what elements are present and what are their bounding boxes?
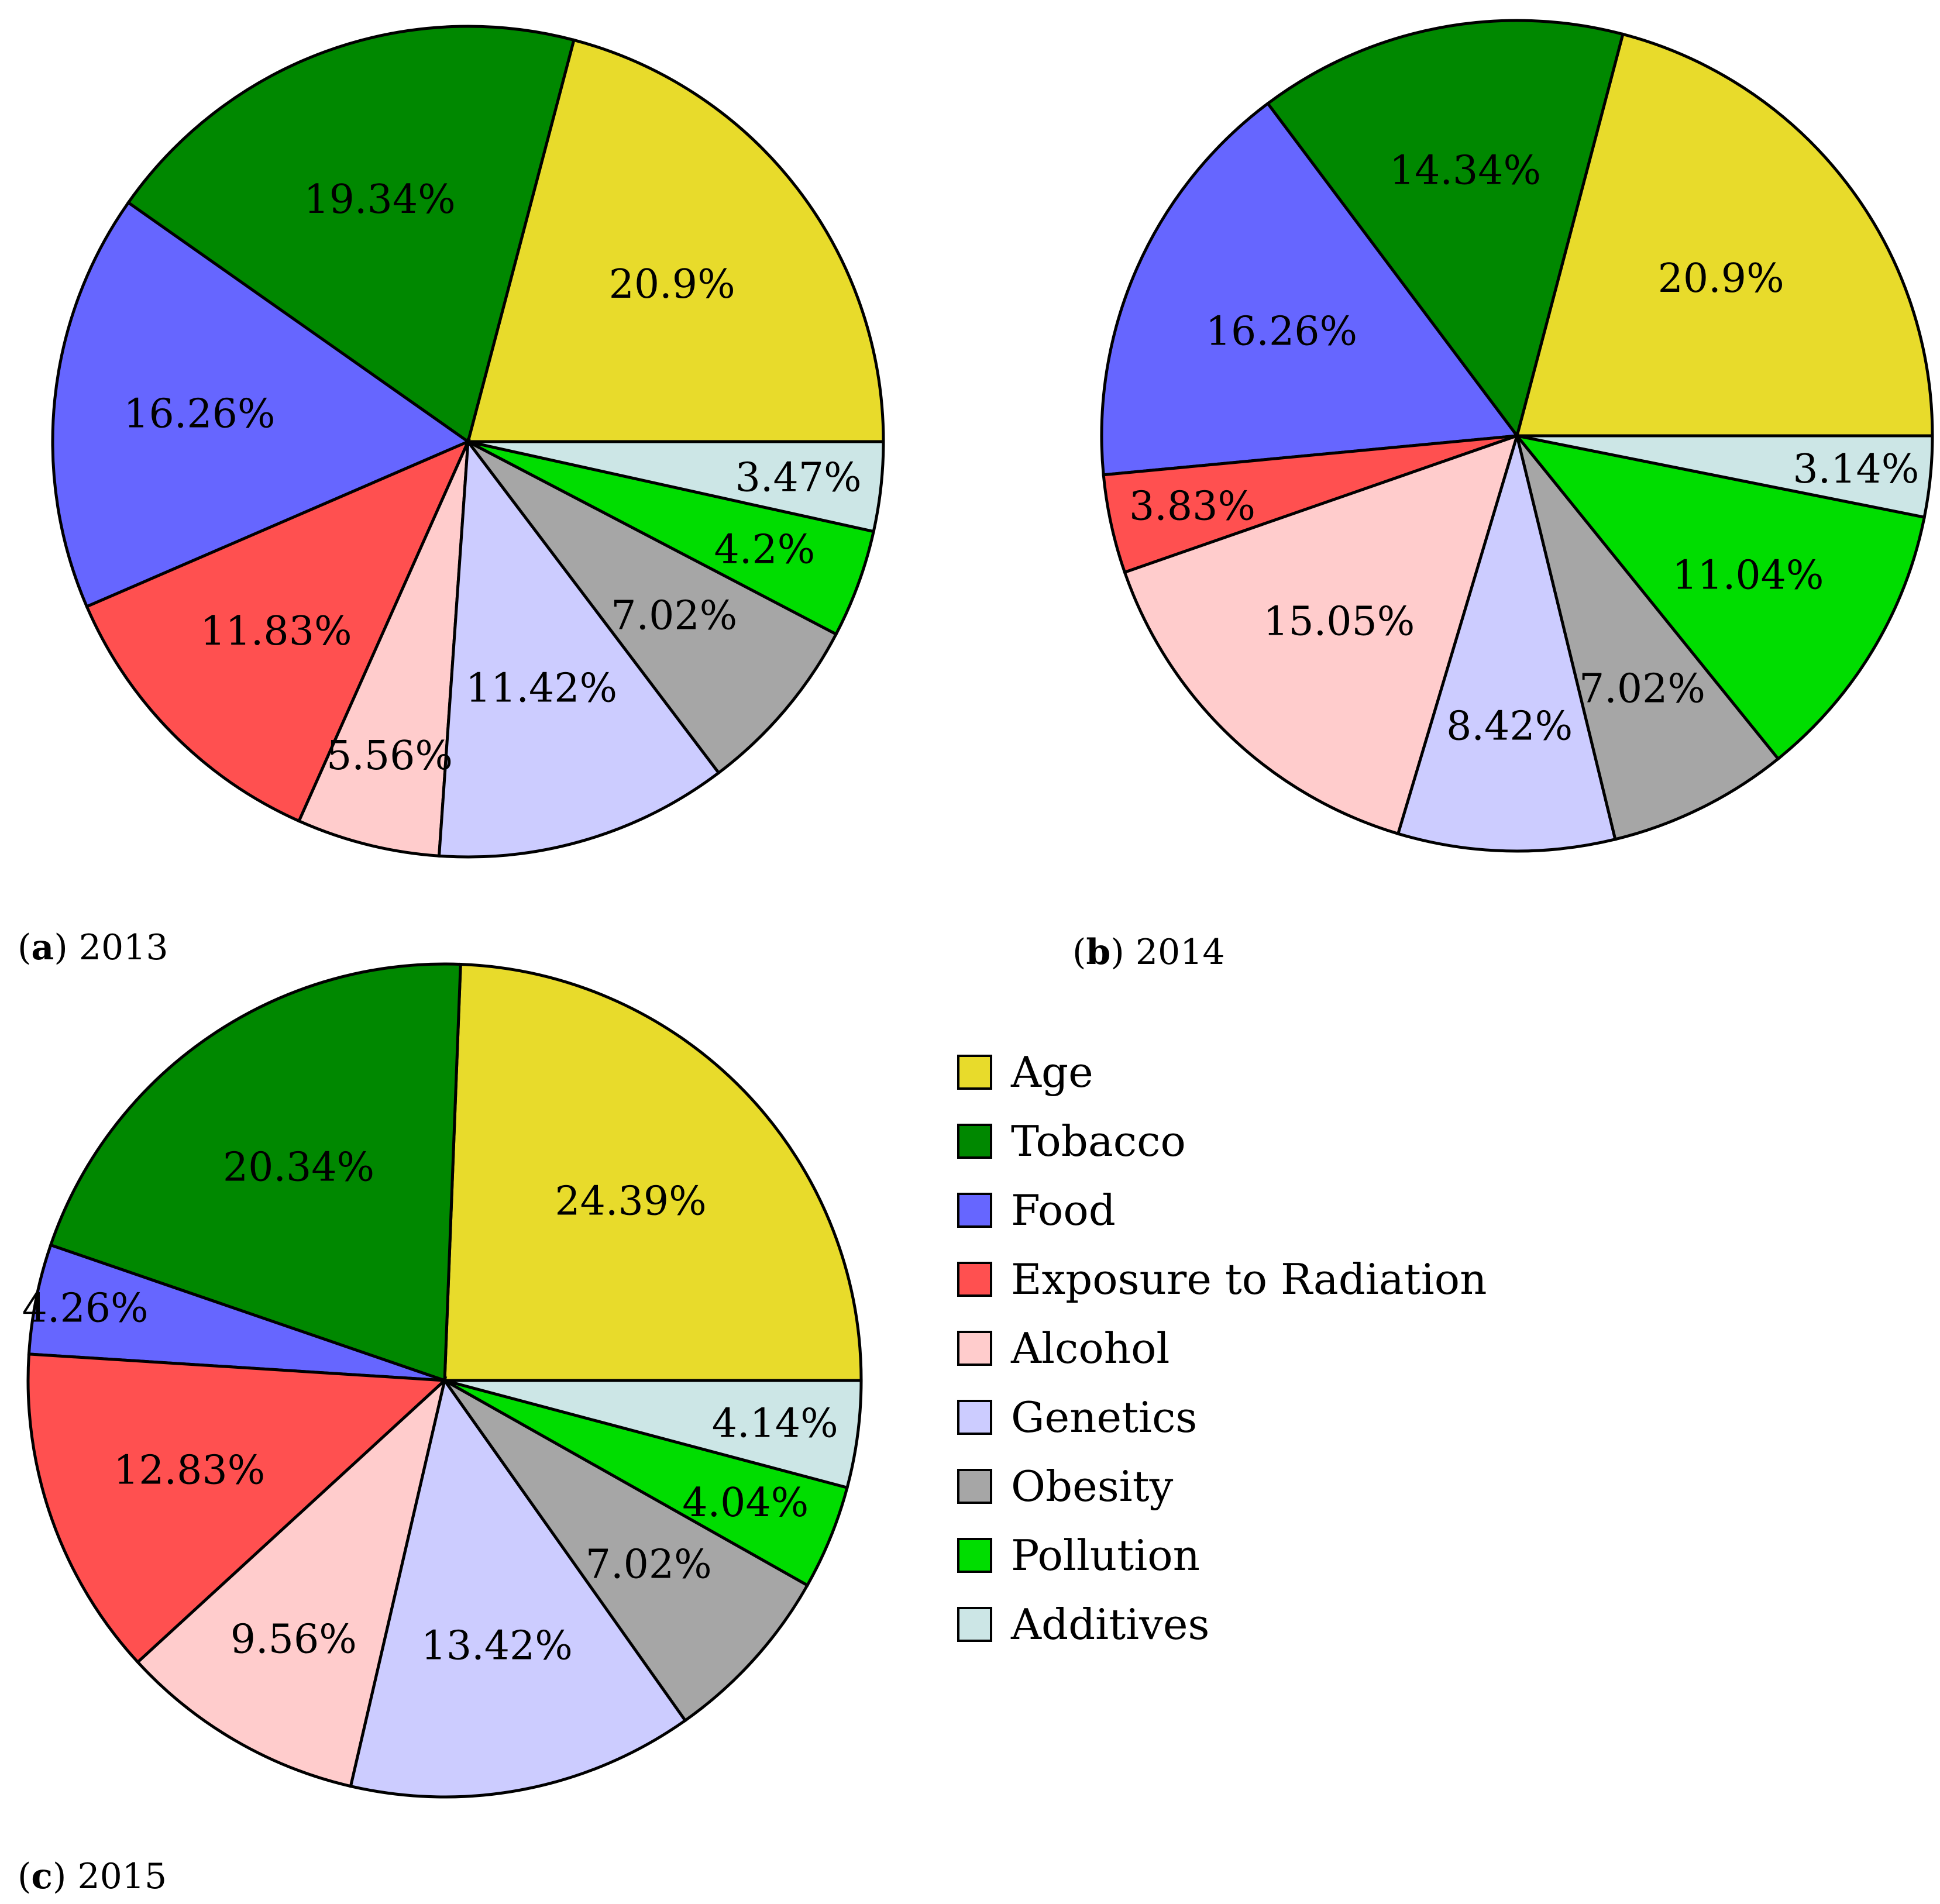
slice-2013-tobacco bbox=[126, 25, 576, 445]
slice-2013-age bbox=[466, 38, 885, 443]
legend-label-pollution: Pollution bbox=[1011, 1531, 1200, 1580]
slice-label-2014-tobacco: 14.34% bbox=[1389, 148, 1541, 194]
slice-label-2014-pollution: 11.04% bbox=[1672, 552, 1824, 598]
legend: Age Tobacco Food Exposure to Radiation Alcoh… bbox=[957, 1048, 1487, 1649]
slice-label-2015-obesity: 7.02% bbox=[586, 1541, 712, 1588]
slice-label-2014-age: 20.9% bbox=[1658, 256, 1784, 302]
slice-2014-food bbox=[1100, 101, 1520, 477]
slice-2014-alcohol bbox=[1123, 433, 1519, 836]
pie-chart-2014: 20.9% 14.34% 16.26% 3.83% 15.05% 8.42%7.02% 11… bbox=[1100, 19, 1934, 853]
slice-2014-genetics bbox=[1396, 430, 1617, 853]
caption-2015: (c) 2015 bbox=[18, 1856, 167, 1897]
slice-label-2015-food: 4.26% bbox=[22, 1286, 149, 1332]
slice-2013-exposure-to-radiation bbox=[85, 439, 471, 823]
legend-swatch-alcohol bbox=[957, 1331, 992, 1366]
legend-label-tobacco: Tobacco bbox=[1011, 1117, 1186, 1166]
slice-2015-exposure-to-radiation bbox=[26, 1352, 449, 1665]
slice-label-2013-tobacco: 19.34% bbox=[304, 177, 455, 223]
legend-label-alcohol: Alcohol bbox=[1010, 1324, 1169, 1373]
slice-label-2014-exposure-to-radiation: 3.83% bbox=[1129, 483, 1256, 529]
slice-2014-obesity bbox=[1515, 435, 1780, 841]
slice-2015-tobacco bbox=[49, 962, 462, 1383]
legend-label-food: Food bbox=[1011, 1186, 1116, 1235]
slice-label-2014-obesity: 7.02% bbox=[1579, 666, 1705, 712]
slice-label-2013-age: 20.9% bbox=[609, 261, 735, 308]
slice-label-2014-additives: 3.14% bbox=[1793, 446, 1919, 493]
caption-2014: (b) 2014 bbox=[1072, 932, 1225, 973]
slice-label-2015-tobacco: 20.34% bbox=[223, 1144, 374, 1190]
slice-2014-additives bbox=[1516, 434, 1934, 519]
legend-label-obesity: Obesity bbox=[1011, 1462, 1174, 1511]
slice-label-2013-food: 16.26% bbox=[123, 391, 275, 437]
legend-swatch-additives bbox=[957, 1607, 992, 1642]
slice-label-2013-alcohol: 5.56% bbox=[326, 733, 453, 779]
slice-2015-food bbox=[27, 1243, 445, 1382]
legend-label-additives: Additives bbox=[1010, 1600, 1209, 1649]
caption-2013: (a) 2013 bbox=[18, 927, 168, 968]
legend-swatch-obesity bbox=[957, 1469, 992, 1504]
pie-chart-2015: 24.39% 20.34% 4.26% 12.83% 9.56% 13.42% 7.02% 4… bbox=[22, 962, 863, 1799]
slice-label-2014-genetics: 8.42% bbox=[1446, 703, 1573, 749]
slice-label-2013-pollution: 4.2% bbox=[714, 527, 816, 573]
slice-label-2015-age: 24.39% bbox=[555, 1178, 706, 1224]
legend-label-genetics: Genetics bbox=[1011, 1393, 1197, 1442]
slice-2013-alcohol bbox=[297, 440, 470, 858]
slice-2015-obesity bbox=[443, 1379, 810, 1723]
slice-2014-tobacco bbox=[1265, 19, 1625, 439]
slice-2013-food bbox=[51, 200, 472, 609]
slice-2013-pollution bbox=[467, 440, 876, 636]
slice-label-2013-additives: 3.47% bbox=[735, 455, 862, 501]
slice-2014-pollution bbox=[1513, 433, 1927, 761]
slice-2015-age bbox=[443, 962, 863, 1382]
slice-2013-genetics bbox=[437, 438, 721, 859]
legend-swatch-age bbox=[957, 1055, 992, 1090]
slice-label-2014-alcohol: 15.05% bbox=[1263, 599, 1415, 645]
slice-2015-pollution bbox=[443, 1379, 849, 1588]
legend-label-age: Age bbox=[1010, 1048, 1093, 1097]
pie-chart-2013: 20.9% 19.34% 16.26% 11.83% 5.56% 11.42% 7.02% 4… bbox=[51, 25, 885, 859]
legend-swatch-food bbox=[957, 1193, 992, 1228]
slice-2013-obesity bbox=[467, 440, 838, 775]
slice-2014-age bbox=[1515, 32, 1934, 438]
legend-swatch-pollution bbox=[957, 1538, 992, 1573]
legend-swatch-genetics bbox=[957, 1400, 992, 1435]
legend-swatch-tobacco bbox=[957, 1124, 992, 1159]
slice-label-2015-genetics: 13.42% bbox=[421, 1623, 573, 1669]
legend-label-exposure-to-radiation: Exposure to Radiation bbox=[1011, 1255, 1487, 1304]
slice-label-2014-food: 16.26% bbox=[1206, 308, 1357, 354]
slice-label-2013-obesity: 7.02% bbox=[611, 593, 737, 639]
slice-label-2013-genetics: 11.42% bbox=[466, 665, 617, 711]
slice-2015-genetics bbox=[349, 1377, 687, 1799]
slice-2013-additives bbox=[467, 440, 885, 533]
slice-label-2015-exposure-to-radiation: 12.83% bbox=[113, 1448, 265, 1494]
slice-label-2015-additives: 4.14% bbox=[712, 1400, 838, 1447]
legend-swatch-exposure-to-radiation bbox=[957, 1262, 992, 1297]
slice-label-2015-pollution: 4.04% bbox=[682, 1480, 809, 1526]
slice-label-2013-exposure-to-radiation: 11.83% bbox=[200, 608, 352, 655]
slice-label-2015-alcohol: 9.56% bbox=[231, 1616, 357, 1662]
slice-2015-alcohol bbox=[135, 1376, 448, 1788]
slice-2015-additives bbox=[444, 1379, 863, 1490]
